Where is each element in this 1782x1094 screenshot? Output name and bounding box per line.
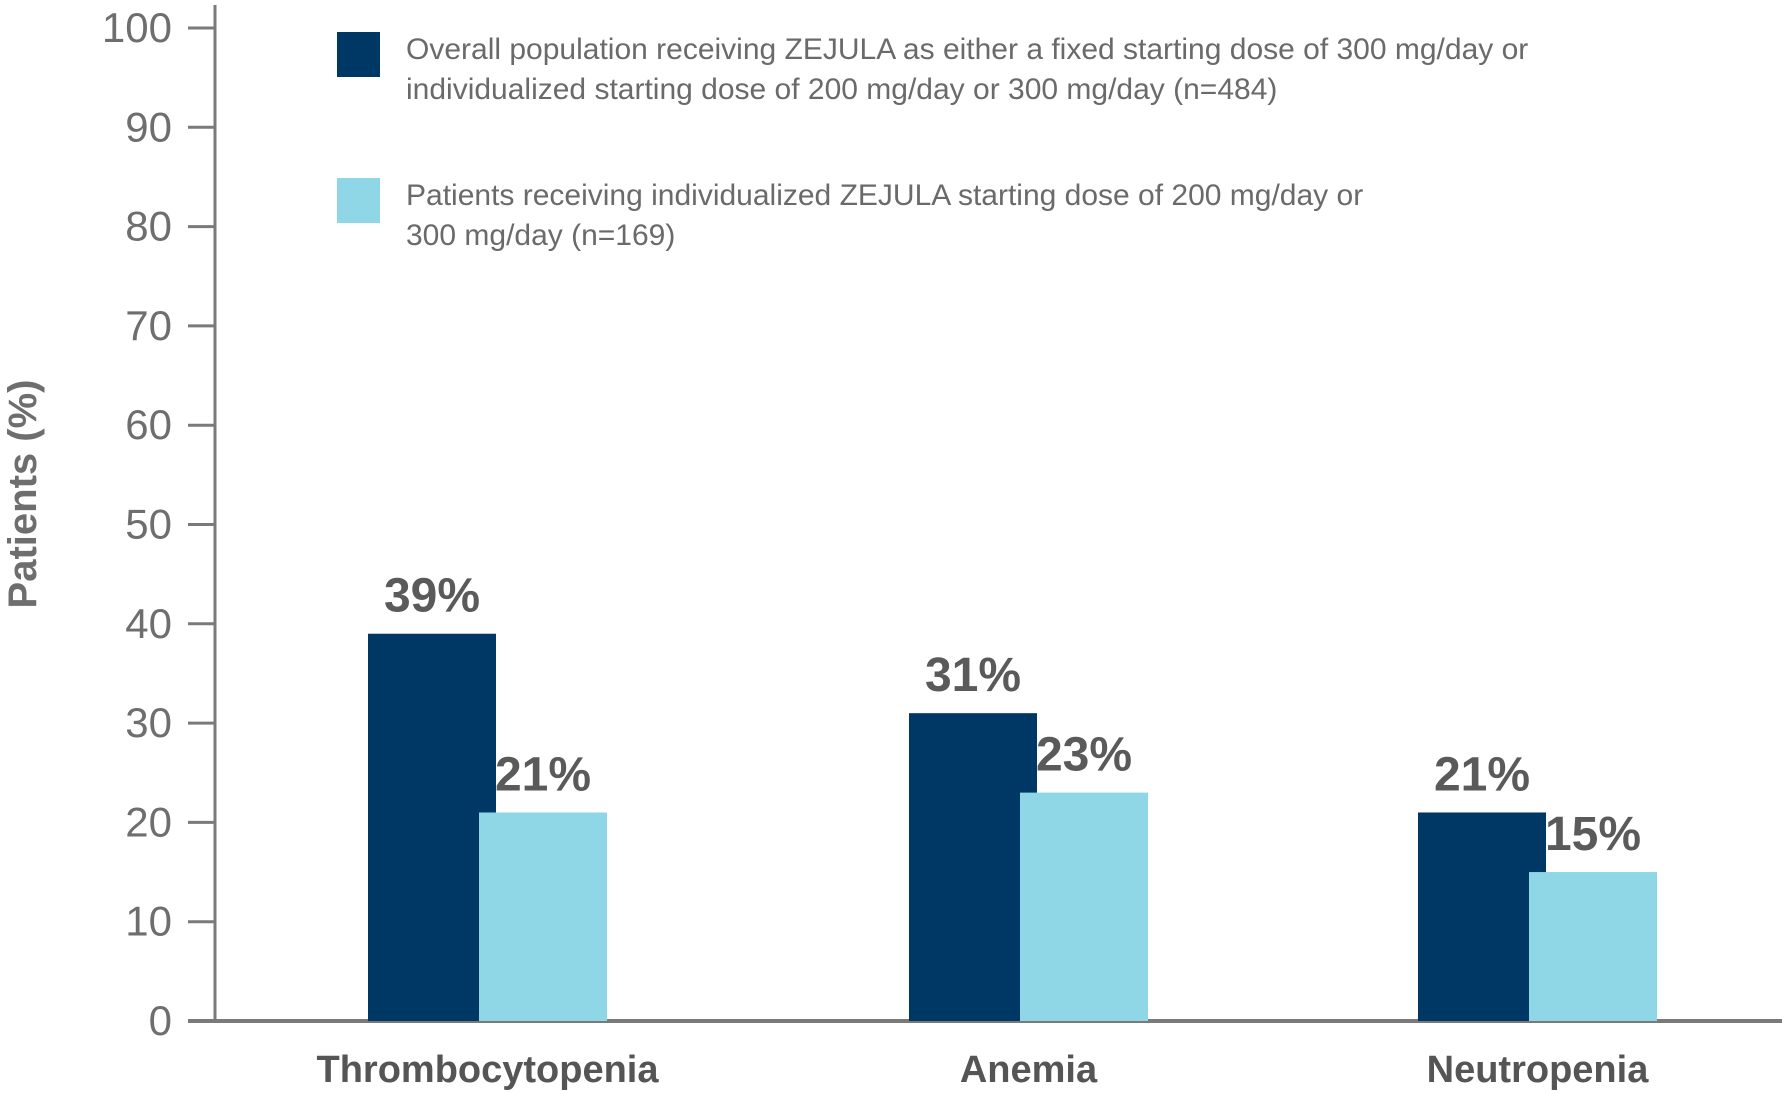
data-label-thrombocytopenia-series-2: 21% xyxy=(495,748,591,801)
bars: 39% 21% 31% 23% 21% 15% xyxy=(368,570,1657,1021)
data-label-neutropenia-series-2: 15% xyxy=(1545,808,1641,861)
data-label-anemia-series-1: 31% xyxy=(925,649,1021,702)
x-category-label-thrombocytopenia: Thrombocytopenia xyxy=(316,1049,659,1091)
y-tick-label: 100 xyxy=(102,4,172,51)
bar-neutropenia-series-1 xyxy=(1418,812,1546,1021)
bar-thrombocytopenia-series-1 xyxy=(368,633,496,1021)
bar-neutropenia-series-2 xyxy=(1529,872,1657,1021)
y-tick-label: 30 xyxy=(125,699,172,746)
x-category-label-neutropenia: Neutropenia xyxy=(1427,1049,1650,1091)
data-label-anemia-series-2: 23% xyxy=(1036,729,1132,782)
legend-label-series-1-line-2: individualized starting dose of 200 mg/d… xyxy=(406,73,1277,106)
y-tick-label: 70 xyxy=(125,302,172,349)
axes: 0 10 20 30 40 50 60 70 80 90 100 Patients (%) Thromb… xyxy=(1,4,1782,1091)
y-tick-label: 60 xyxy=(125,401,172,448)
data-label-neutropenia-series-1: 21% xyxy=(1434,748,1530,801)
y-tick-label: 0 xyxy=(149,997,172,1044)
legend-label-series-2-line-2: 300 mg/day (n=169) xyxy=(406,219,675,252)
y-tick-label: 20 xyxy=(125,798,172,845)
legend-label-series-2-line-1: Patients receiving individualized ZEJULA… xyxy=(406,179,1363,212)
legend-swatch-series-1 xyxy=(337,32,380,77)
y-tick-label: 40 xyxy=(125,600,172,647)
y-tick-label: 90 xyxy=(125,103,172,150)
legend-swatch-series-2 xyxy=(337,178,380,223)
y-tick-label: 80 xyxy=(125,203,172,250)
y-tick-label: 10 xyxy=(125,898,172,945)
legend: Overall population receiving ZEJULA as e… xyxy=(337,32,1528,252)
bar-anemia-series-2 xyxy=(1020,792,1148,1021)
y-tick-label: 50 xyxy=(125,501,172,548)
bar-anemia-series-1 xyxy=(909,713,1037,1021)
legend-label-series-1-line-1: Overall population receiving ZEJULA as e… xyxy=(406,33,1528,66)
x-category-label-anemia: Anemia xyxy=(960,1049,1098,1091)
data-label-thrombocytopenia-series-1: 39% xyxy=(384,570,480,623)
bar-thrombocytopenia-series-2 xyxy=(479,812,607,1021)
y-axis-title: Patients (%) xyxy=(1,380,45,609)
